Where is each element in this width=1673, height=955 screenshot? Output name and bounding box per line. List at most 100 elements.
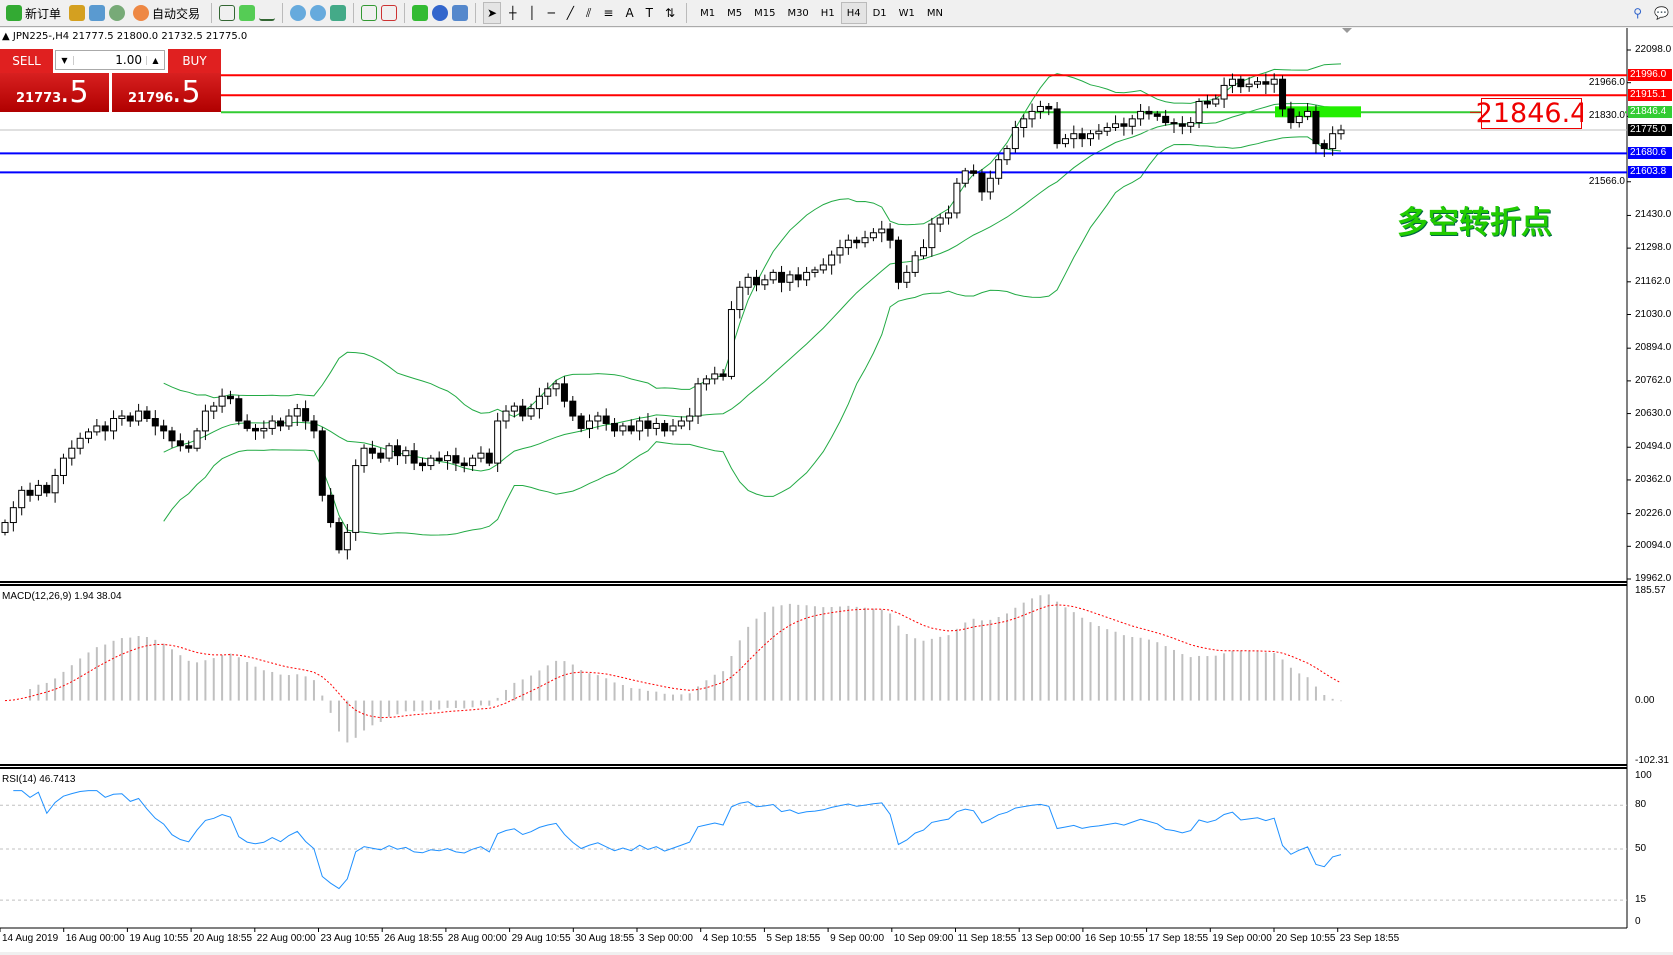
time-tick-label: 30 Aug 18:55	[575, 933, 635, 944]
candle-body	[861, 237, 869, 244]
candle-body	[193, 430, 201, 449]
timeframe-d1[interactable]: D1	[872, 7, 887, 19]
buy-price-fraction: .5	[172, 75, 201, 110]
timeframe-mn[interactable]: MN	[926, 7, 943, 19]
metaeditor-icon[interactable]	[69, 5, 86, 21]
candle-body	[869, 232, 877, 239]
chat-icon[interactable]: 💬	[1654, 6, 1669, 20]
separator	[353, 3, 355, 23]
candle-body	[727, 309, 735, 377]
chart-window[interactable]	[0, 28, 1673, 952]
lot-value[interactable]: 1.00	[115, 53, 142, 67]
price-tick-label: 20762.0	[1635, 374, 1672, 386]
templates-icon[interactable]	[452, 5, 469, 21]
buy-button[interactable]: BUY	[168, 49, 221, 73]
zoom-out-icon[interactable]	[310, 5, 327, 21]
timeframe-h4[interactable]: H4	[840, 2, 867, 24]
crosshair-icon[interactable]: ┼	[509, 6, 517, 20]
time-tick-label: 10 Sep 09:00	[893, 933, 954, 944]
chart-shift-icon[interactable]	[381, 5, 398, 21]
tile-windows-icon[interactable]	[330, 5, 347, 21]
candle-body	[1228, 78, 1236, 86]
line-chart-icon[interactable]	[259, 5, 276, 21]
candle-body	[1337, 129, 1345, 135]
lot-size-input[interactable]: ▼ 1.00 ▲	[55, 50, 165, 70]
timeframe-m15[interactable]: M15	[754, 7, 776, 19]
candle-body	[778, 271, 786, 283]
timeframe-h1[interactable]: H1	[820, 7, 835, 19]
candle-body	[535, 395, 543, 410]
candle-body	[26, 489, 34, 496]
periods-icon[interactable]	[432, 5, 449, 21]
candle-body	[736, 286, 744, 311]
price-tick-label: 21830.0	[1583, 110, 1625, 123]
candle-body	[1120, 123, 1128, 127]
candle-body	[769, 271, 777, 281]
autoscroll-icon[interactable]	[361, 5, 378, 21]
candlestick-icon[interactable]	[239, 5, 256, 21]
bar-chart-icon[interactable]	[219, 5, 236, 21]
timeframe-bar: M1 M5 M15 M30 H1 H4 D1 W1 MN	[694, 2, 949, 24]
new-order-button[interactable]: 新订单	[2, 2, 65, 24]
candle-body	[1320, 143, 1328, 150]
time-tick-label: 17 Sep 18:55	[1148, 933, 1209, 944]
candle-body	[402, 450, 410, 457]
timeframe-w1[interactable]: W1	[898, 7, 915, 19]
channel-icon[interactable]: ⫽	[586, 5, 592, 20]
text-label-icon[interactable]: T	[645, 6, 654, 20]
candle-body	[9, 507, 17, 524]
candle-body	[1153, 113, 1161, 117]
price-tick-label: 21162.0	[1635, 275, 1671, 287]
sell-price-button[interactable]: 21773.5	[0, 73, 109, 112]
sell-price-main: 21773	[16, 91, 62, 106]
fibonacci-icon[interactable]: ≡	[603, 6, 614, 20]
time-tick-label: 14 Aug 2019	[2, 933, 59, 944]
rsi-tick-label: 80	[1635, 799, 1647, 811]
buy-price-button[interactable]: 21796.5	[112, 73, 221, 112]
candle-body	[669, 425, 677, 432]
lot-increase-icon[interactable]: ▲	[146, 55, 164, 65]
vertical-line-icon[interactable]: │	[528, 6, 536, 20]
candle-body	[928, 223, 936, 249]
indicators-icon[interactable]	[412, 5, 429, 21]
candle-body	[277, 420, 285, 427]
candle-body	[1070, 133, 1078, 140]
horizontal-line-icon[interactable]: ─	[547, 6, 555, 20]
candle-body	[1053, 108, 1061, 145]
candle-body	[652, 422, 660, 429]
candle-body	[544, 388, 552, 397]
sell-button[interactable]: SELL	[0, 49, 53, 73]
timeframe-m1[interactable]: M1	[700, 7, 716, 19]
candle-body	[1128, 118, 1136, 127]
candle-body	[343, 531, 351, 551]
trendline-icon[interactable]: ╱	[566, 6, 575, 20]
candle-body	[619, 425, 627, 432]
rsi-line	[13, 790, 1342, 890]
bollinger-lower	[163, 136, 1342, 536]
time-tick-label: 4 Sep 10:55	[702, 933, 757, 944]
navigator-icon[interactable]	[89, 5, 106, 21]
lot-decrease-icon[interactable]: ▼	[56, 55, 74, 65]
arrows-icon[interactable]: ⇅	[665, 6, 676, 20]
candle-body	[761, 279, 769, 286]
auto-trading-button[interactable]: 自动交易	[129, 2, 204, 24]
time-tick-label: 19 Aug 10:55	[129, 933, 189, 944]
search-icon[interactable]: ⚲	[1633, 6, 1643, 20]
cursor-icon[interactable]: ➤	[483, 2, 502, 24]
candle-body	[819, 264, 827, 271]
candle-body	[118, 415, 126, 420]
price-label-annotation[interactable]: 21846.4	[1475, 98, 1588, 129]
chart-canvas[interactable]	[0, 28, 1673, 952]
candle-body	[686, 415, 694, 422]
symbol-ohlc: JPN225-,H4 21777.5 21800.0 21732.5 21775…	[12, 31, 248, 42]
timeframe-m5[interactable]: M5	[727, 7, 743, 19]
candle-body	[911, 255, 919, 273]
signals-icon[interactable]	[109, 5, 126, 21]
separator	[282, 3, 284, 23]
price-tick-label: 20894.0	[1635, 342, 1672, 354]
zoom-in-icon[interactable]	[290, 5, 307, 21]
text-annotation[interactable]: 多空转折点	[1397, 205, 1552, 241]
text-icon[interactable]: A	[625, 6, 634, 20]
timeframe-m30[interactable]: M30	[787, 7, 809, 19]
candle-body	[1212, 98, 1220, 105]
